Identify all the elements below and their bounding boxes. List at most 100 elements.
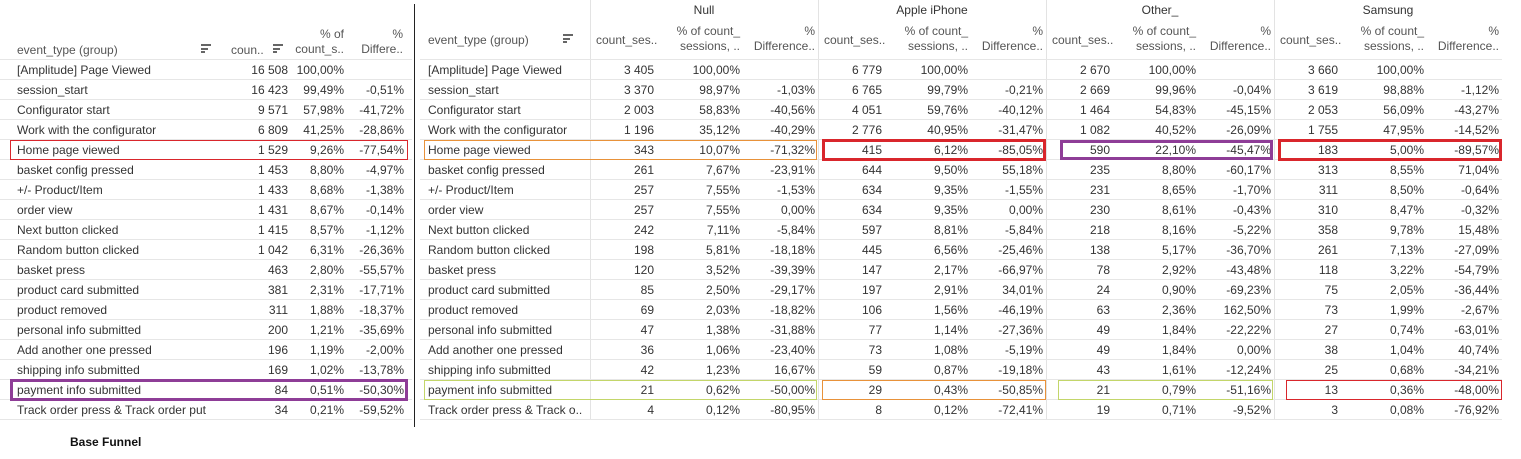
count-cell: 257 [633, 203, 654, 217]
base-header-event-type[interactable]: event_type (group) [17, 43, 118, 57]
pct-count-cell: 3,52% [705, 263, 740, 277]
sort-icon[interactable] [563, 34, 573, 43]
event-name-cell: product removed [428, 303, 519, 317]
count-cell: 147 [861, 263, 882, 277]
count-cell: 1 415 [257, 223, 288, 237]
device-header-count[interactable]: count_ses.. [1280, 33, 1342, 47]
event-name-cell: payment info submitted [428, 383, 553, 397]
base-header-pct-diff[interactable]: % Differe.. [361, 27, 403, 56]
device-header-pct-count[interactable]: % of count_ sessions, .. [1132, 24, 1196, 53]
pct-diff-cell: 55,18% [1002, 163, 1043, 177]
count-cell: 16 508 [251, 63, 288, 77]
pct-count-cell: 35,12% [699, 123, 740, 137]
table-row: product card submitted 85 2,50% -29,17% 197 2… [420, 279, 1502, 300]
pct-diff-cell: -31,88% [770, 323, 815, 337]
pct-diff-cell: -77,54% [359, 143, 404, 157]
count-cell: 84 [274, 383, 288, 397]
pct-count-cell: 8,67% [309, 203, 344, 217]
count-cell: 24 [1096, 283, 1110, 297]
device-header-pct-count[interactable]: % of count_ sessions, .. [676, 24, 740, 53]
table-row: Add another one pressed 196 1,19% -2,00% [0, 339, 412, 360]
count-cell: 1 082 [1079, 123, 1110, 137]
pct-count-cell: 100,00% [692, 63, 740, 77]
base-header-count[interactable]: coun.. [231, 43, 264, 57]
event-name-cell: Work with the configurator [428, 123, 568, 137]
sort-icon[interactable] [201, 44, 211, 53]
device-header-count[interactable]: count_ses.. [1052, 33, 1114, 47]
pct-count-cell: 1,23% [705, 363, 740, 377]
table-row: +/- Product/Item 1 433 8,68% -1,38% [0, 179, 412, 200]
event-name-cell: basket press [428, 263, 497, 277]
device-header-count[interactable]: count_ses.. [596, 33, 658, 47]
pct-diff-cell: -69,23% [1226, 283, 1271, 297]
pct-count-cell: 7,11% [706, 223, 740, 237]
count-cell: 310 [1317, 203, 1338, 217]
count-cell: 1 755 [1307, 123, 1338, 137]
pct-diff-cell: -1,38% [365, 183, 404, 197]
pct-count-cell: 1,56% [933, 303, 968, 317]
pct-diff-cell: -29,17% [770, 283, 815, 297]
device-header-pct-count[interactable]: % of count_ sessions, .. [1360, 24, 1424, 53]
count-cell: 21 [640, 383, 654, 397]
table-row: product card submitted 381 2,31% -17,71% [0, 279, 412, 300]
count-cell: 169 [267, 363, 288, 377]
count-cell: 463 [267, 263, 288, 277]
device-header-pct-count[interactable]: % of count_ sessions, .. [904, 24, 968, 53]
event-name-cell: basket press [17, 263, 86, 277]
table-row: basket press 463 2,80% -55,57% [0, 259, 412, 280]
pct-diff-cell: -63,01% [1454, 323, 1499, 337]
count-cell: 3 405 [623, 63, 654, 77]
pct-count-cell: 8,61% [1161, 203, 1196, 217]
count-cell: 634 [861, 183, 882, 197]
event-name-cell: Random button clicked [428, 243, 551, 257]
count-cell: 34 [274, 403, 288, 417]
pct-count-cell: 3,22% [1389, 263, 1424, 277]
group-separator [818, 0, 819, 420]
pct-count-cell: 7,55% [705, 203, 740, 217]
pct-count-cell: 9,26% [309, 143, 344, 157]
device-header-count[interactable]: count_ses.. [824, 33, 886, 47]
pct-diff-cell: -35,69% [359, 323, 404, 337]
count-cell: 6 779 [851, 63, 882, 77]
count-cell: 3 619 [1307, 83, 1338, 97]
pct-diff-cell: -51,16% [1226, 383, 1271, 397]
pct-diff-cell: -12,24% [1226, 363, 1271, 377]
count-cell: 4 051 [851, 103, 882, 117]
count-cell: 63 [1096, 303, 1110, 317]
pct-count-cell: 0,43% [933, 383, 968, 397]
pct-diff-cell: 15,48% [1458, 223, 1499, 237]
count-cell: 3 660 [1307, 63, 1338, 77]
device-header-pct-diff[interactable]: % Difference.. [1209, 24, 1271, 53]
count-cell: 78 [1096, 263, 1110, 277]
pct-diff-cell: 162,50% [1223, 303, 1271, 317]
pct-diff-cell: -1,03% [776, 83, 815, 97]
device-group-header: Samsung [1362, 3, 1414, 17]
event-name-cell: payment info submitted [17, 383, 142, 397]
pct-diff-cell: -34,21% [1454, 363, 1499, 377]
count-cell: 200 [267, 323, 288, 337]
sort-icon[interactable] [273, 44, 283, 53]
count-cell: 218 [1089, 223, 1110, 237]
event-name-cell: order view [17, 203, 73, 217]
device-header-pct-diff[interactable]: % Difference.. [981, 24, 1043, 53]
count-cell: 1 464 [1079, 103, 1110, 117]
device-header-event-type[interactable]: event_type (group) [428, 33, 529, 47]
pct-count-cell: 0,71% [1161, 403, 1196, 417]
device-header-pct-diff[interactable]: % Difference.. [1437, 24, 1499, 53]
table-row: shipping info submitted 42 1,23% 16,67% 59 0,… [420, 359, 1502, 380]
pct-diff-cell: -48,00% [1454, 383, 1499, 397]
event-name-cell: personal info submitted [428, 323, 553, 337]
count-cell: 1 529 [257, 143, 288, 157]
count-cell: 1 453 [257, 163, 288, 177]
count-cell: 21 [1096, 383, 1110, 397]
base-header-pct-count[interactable]: % of count_s.. [295, 27, 344, 56]
pct-diff-cell: 0,00% [1236, 343, 1271, 357]
pct-count-cell: 1,04% [1389, 343, 1424, 357]
event-name-cell: shipping info submitted [428, 363, 551, 377]
pct-diff-cell: -17,71% [359, 283, 404, 297]
device-header-pct-diff[interactable]: % Difference.. [753, 24, 815, 53]
pct-diff-cell: -0,04% [1232, 83, 1271, 97]
pct-count-cell: 0,87% [933, 363, 968, 377]
pct-diff-cell: -18,37% [359, 303, 404, 317]
device-funnel-table: event_type (group) Null count_ses.. % of c… [420, 0, 1505, 430]
